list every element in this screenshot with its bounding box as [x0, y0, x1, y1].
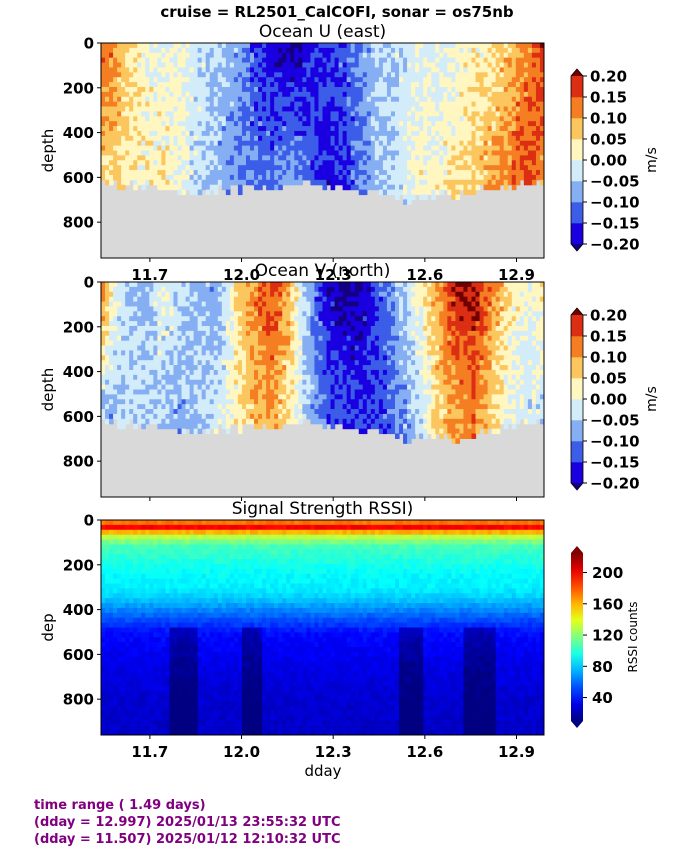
y-tick-label: 0: [84, 274, 94, 292]
colorbar-extend-over: [571, 69, 583, 76]
y-tick-label: 600: [63, 408, 94, 426]
colorbar-extend-over: [571, 308, 583, 315]
x-tick-label: 12.0: [223, 266, 260, 284]
colorbar-tick-label: −0.15: [590, 454, 640, 472]
panel-rssi: Signal Strength RSSI) 0 200 400 600 800 dep 11.…: [39, 499, 640, 761]
x-tick-label: 12.9: [498, 743, 535, 761]
y-tick-label: 200: [63, 318, 94, 336]
colorbar-tick-label: 0.10: [590, 110, 627, 128]
colorbar: 40 80 120 160 200 RSSI counts: [571, 546, 640, 728]
colorbar-tick-label: 120: [592, 627, 623, 645]
colorbar-tick-label: 0.05: [590, 370, 627, 388]
footer-time-range: time range ( 1.49 days): [34, 798, 206, 813]
y-axis-label: dep: [39, 613, 57, 641]
x-tick-label: 12.0: [223, 743, 260, 761]
colorbar-segment: [571, 336, 583, 358]
figure-suptitle: cruise = RL2501_CalCOFI, sonar = os75nb: [160, 3, 514, 21]
x-tick-label: 12.3: [315, 743, 352, 761]
x-tick-label: 12.3: [315, 266, 352, 284]
colorbar-tick-label: −0.15: [590, 215, 640, 233]
y-tick-label: 400: [63, 601, 94, 619]
colorbar-tick-label: 40: [592, 689, 613, 707]
colorbar-segment: [571, 181, 583, 203]
x-tick-label: 11.7: [131, 743, 168, 761]
colorbar-tick-label: −0.20: [590, 475, 640, 493]
colorbar-extend-under: [571, 483, 583, 490]
colorbar-gradient: [571, 553, 583, 721]
colorbar-segment: [571, 118, 583, 140]
colorbar-segment: [571, 378, 583, 400]
y-tick-label: 800: [63, 214, 94, 232]
colorbar-tick-label: −0.10: [590, 433, 640, 451]
colorbar-tick-label: −0.20: [590, 236, 640, 254]
colorbar-tick-label: 0.00: [590, 152, 627, 170]
x-tick-label: 12.9: [498, 266, 535, 284]
x-tick-label: 11.7: [131, 266, 168, 284]
y-tick-label: 800: [63, 453, 94, 471]
y-tick-label: 200: [63, 79, 94, 97]
y-tick-label: 400: [63, 124, 94, 142]
y-axis-label: depth: [39, 129, 57, 173]
colorbar-tick-label: 200: [592, 564, 623, 582]
colorbar-tick-label: 0.20: [590, 307, 627, 325]
colorbar-segment: [571, 462, 583, 484]
colorbar-segment: [571, 97, 583, 119]
colorbar-tick-label: 0.15: [590, 89, 627, 107]
colorbar-tick-label: −0.10: [590, 194, 640, 212]
colorbar-segment: [571, 420, 583, 442]
colorbar-segment: [571, 223, 583, 245]
colorbar-label: m/s: [644, 386, 660, 412]
colorbar-segment: [571, 357, 583, 379]
colorbar-segment: [571, 202, 583, 224]
y-tick-label: 400: [63, 363, 94, 381]
y-tick-label: 0: [84, 512, 94, 530]
colorbar-tick-label: −0.05: [590, 412, 640, 430]
y-tick-label: 0: [84, 35, 94, 53]
colorbar-segment: [571, 399, 583, 421]
colorbar-segment: [571, 315, 583, 337]
colorbar-tick-label: 0.00: [590, 391, 627, 409]
colorbar: −0.20 −0.15 −0.10 −0.05 0.00 0.05 0.10 0.15 0.20…: [570, 68, 660, 254]
x-tick-label: 12.6: [406, 743, 443, 761]
colorbar-label: m/s: [644, 147, 660, 173]
colorbar-label: RSSI counts: [626, 601, 640, 672]
x-axis-label: dday: [304, 762, 341, 780]
heatmap-cells: [101, 43, 544, 258]
x-tick-label: 12.6: [406, 266, 443, 284]
colorbar-segment: [571, 76, 583, 98]
colorbar-extend-over: [571, 546, 583, 553]
colorbar-tick-label: −0.05: [590, 173, 640, 191]
colorbar-tick-label: 0.20: [590, 68, 627, 86]
axes-frame: [100, 42, 545, 259]
colorbar-tick-label: 80: [592, 658, 613, 676]
heatmap-cells: [101, 282, 544, 497]
colorbar-extend-under: [571, 721, 583, 728]
axes-frame: [100, 519, 545, 736]
colorbar-segment: [571, 160, 583, 182]
y-axis-label: depth: [39, 368, 57, 412]
panel-title: Signal Strength RSSI): [232, 499, 414, 519]
panel-ocean-v: Ocean V (north)0200400600800depth−0.20−0…: [39, 261, 660, 501]
colorbar-tick-label: 0.05: [590, 131, 627, 149]
y-tick-label: 200: [63, 556, 94, 574]
y-tick-label: 600: [63, 169, 94, 187]
colorbar-segment: [571, 441, 583, 463]
colorbar: −0.20 −0.15 −0.10 −0.05 0.00 0.05 0.10 0.15 0.20…: [570, 307, 660, 493]
panel-title: Ocean V (north): [255, 261, 391, 281]
colorbar-tick-label: 0.15: [590, 328, 627, 346]
footer-start-time: (dday = 11.507) 2025/01/12 12:10:32 UTC: [34, 832, 341, 847]
panel-ocean-u: Ocean U (east) 0 200 400 600 800 depth 11.7 12.0…: [39, 22, 660, 284]
y-tick-label: 600: [63, 646, 94, 664]
colorbar-segment: [571, 139, 583, 161]
panel-title: Ocean U (east): [259, 22, 386, 42]
colorbar-tick-label: 0.10: [590, 349, 627, 367]
heatmap-cells: [101, 520, 544, 735]
colorbar-tick-label: 160: [592, 595, 623, 613]
y-tick-label: 800: [63, 691, 94, 709]
colorbar-extend-under: [571, 244, 583, 251]
footer-end-time: (dday = 12.997) 2025/01/13 23:55:32 UTC: [34, 815, 341, 830]
axes-frame: [100, 281, 545, 498]
